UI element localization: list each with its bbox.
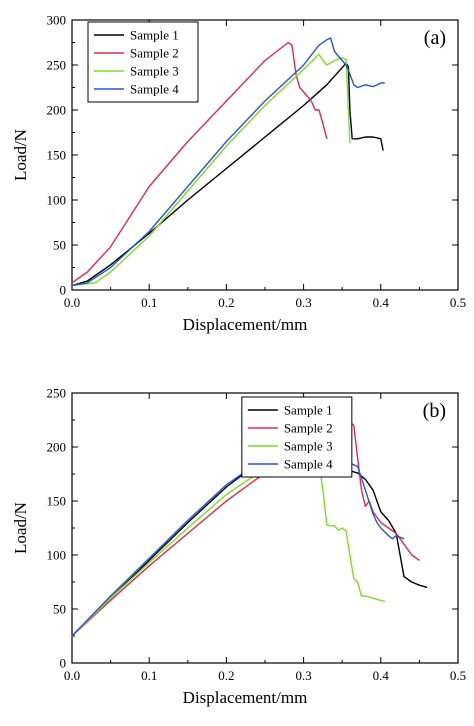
series-line-sample-1 (71, 62, 384, 287)
panel-a: 0.0 0.1 0.2 0.3 0.4 0.5 0 50 100 150 200 250 300 Disp… (11, 13, 466, 335)
x-tick-label: 0.2 (218, 295, 234, 310)
legend-label: Sample 3 (130, 64, 179, 79)
y-tick-label: 100 (47, 193, 67, 208)
y-tick-label: 250 (47, 58, 67, 73)
y-axis-title: Load/N (11, 129, 30, 181)
legend-label: Sample 4 (284, 457, 333, 472)
y-tick-label: 0 (60, 656, 67, 671)
legend-label: Sample 4 (130, 82, 179, 97)
x-tick-label: 0.4 (373, 295, 390, 310)
series-line-sample-4 (71, 37, 385, 287)
series-line-sample-4 (71, 421, 405, 637)
y-tick-label: 250 (47, 386, 67, 401)
y-tick-label: 200 (47, 103, 67, 118)
x-tick-label: 0.1 (141, 668, 157, 683)
x-tick-label: 0.3 (295, 295, 311, 310)
y-tick-label: 300 (47, 13, 67, 28)
legend-label: Sample 2 (284, 421, 333, 436)
panel-b: 0.0 0.1 0.2 0.3 0.4 0.5 0 50 100 150 200 250 Displac… (11, 386, 466, 708)
legend-label: Sample 2 (130, 46, 179, 61)
legend-label: Sample 1 (130, 28, 179, 43)
series-line-sample-2 (71, 421, 420, 637)
y-tick-label: 200 (47, 440, 67, 455)
x-tick-label: 0.5 (450, 668, 466, 683)
series-line-sample-3 (71, 53, 351, 287)
x-tick-label: 0.5 (450, 295, 466, 310)
y-tick-label: 50 (53, 238, 66, 253)
panel-label: (b) (423, 400, 446, 422)
y-axis-title: Load/N (11, 502, 30, 554)
x-tick-label: 0.1 (141, 295, 157, 310)
series-line-sample-2 (71, 41, 328, 284)
y-tick-label: 50 (53, 602, 66, 617)
y-tick-label: 150 (47, 148, 67, 163)
legend-label: Sample 1 (284, 403, 333, 418)
y-tick-label: 100 (47, 548, 67, 563)
x-axis-title: Displacement/mm (183, 315, 308, 334)
x-tick-label: 0.4 (373, 668, 390, 683)
y-tick-label: 150 (47, 494, 67, 509)
panel-label: (a) (424, 27, 446, 49)
x-axis-title: Displacement/mm (183, 688, 308, 707)
x-tick-label: 0.0 (64, 668, 80, 683)
x-tick-label: 0.0 (64, 295, 80, 310)
legend-label: Sample 3 (284, 439, 333, 454)
x-tick-label: 0.3 (295, 668, 311, 683)
x-tick-label: 0.2 (218, 668, 234, 683)
series-line-sample-3 (71, 446, 385, 637)
y-tick-label: 0 (60, 283, 67, 298)
